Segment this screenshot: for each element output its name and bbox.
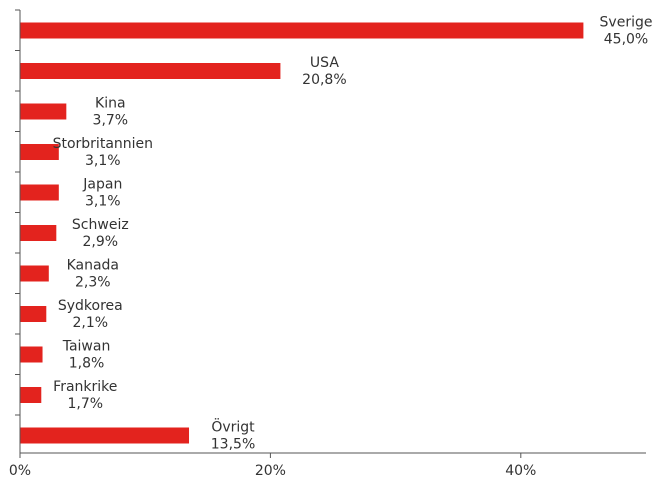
bar-category-label-9: Frankrike (53, 379, 117, 395)
x-tick-label-0: 0% (9, 463, 31, 479)
bar-category-label-6: Kanada (67, 258, 119, 274)
bar-category-label-7: Sydkorea (58, 298, 123, 314)
bar-3 (20, 144, 59, 160)
bar-value-label-3: 3,1% (85, 153, 121, 169)
bars-layer (20, 22, 584, 444)
bar-category-label-2: Kina (95, 96, 126, 112)
bar-2 (20, 103, 67, 120)
bar-value-label-7: 2,1% (73, 315, 109, 331)
bar-category-label-1: USA (310, 55, 339, 71)
bar-value-label-1: 20,8% (302, 72, 346, 88)
axis-layer: 0% 20% 40% (9, 9, 646, 479)
bar-category-label-8: Taiwan (62, 339, 111, 355)
x-tick-label-1: 20% (255, 463, 286, 479)
bar-value-label-9: 1,7% (67, 396, 103, 412)
bar-category-label-5: Schweiz (72, 217, 129, 233)
bar-category-label-3: Storbritannien (53, 136, 153, 152)
bar-5 (20, 225, 57, 241)
bar-value-label-8: 1,8% (69, 356, 105, 372)
bar-value-label-4: 3,1% (85, 194, 121, 210)
bar-category-label-4: Japan (82, 177, 122, 193)
bar-7 (20, 306, 47, 322)
bar-category-label-0: Sverige (600, 15, 653, 31)
bar-value-label-10: 13,5% (211, 437, 255, 453)
bar-9 (20, 387, 42, 403)
bar-value-label-0: 45,0% (604, 32, 648, 48)
bar-4 (20, 184, 59, 201)
bar-10 (20, 427, 190, 444)
x-tick-label-2: 40% (505, 463, 536, 479)
bar-category-label-10: Övrigt (211, 418, 255, 436)
bar-value-label-5: 2,9% (83, 234, 119, 250)
bar-1 (20, 63, 281, 79)
bar-6 (20, 265, 49, 282)
bar-8 (20, 346, 43, 363)
bar-value-label-6: 2,3% (75, 275, 111, 291)
bar-0 (20, 22, 584, 39)
bar-value-label-2: 3,7% (93, 113, 129, 129)
